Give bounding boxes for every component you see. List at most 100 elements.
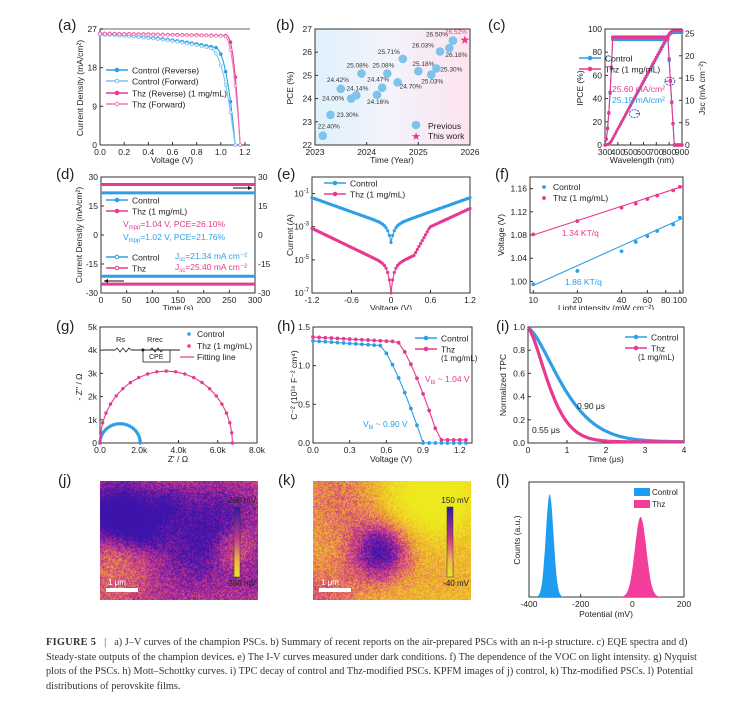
iv-point-0 — [468, 196, 472, 200]
panel-label-h: (h) — [277, 318, 296, 335]
voc-point-0 — [671, 222, 676, 227]
jsc-point-1 — [622, 115, 626, 119]
jsc-point-1 — [643, 77, 647, 81]
jv-point-3 — [209, 33, 213, 38]
jv-point-3 — [112, 32, 117, 36]
y-tick-label: 25 — [303, 70, 313, 80]
ms-point-1 — [421, 391, 425, 396]
panel-label-a: (a) — [58, 17, 77, 34]
jv-point-1 — [190, 42, 194, 47]
previous-point — [326, 110, 335, 120]
previous-point — [435, 47, 445, 56]
jv-point-0 — [228, 99, 233, 104]
nyquist-point-1 — [192, 375, 196, 380]
jsc-point-1 — [644, 74, 648, 78]
previous-point — [448, 36, 458, 45]
legend-h-0-marker — [423, 335, 429, 341]
x-tick-label: 1.0 — [215, 147, 227, 157]
y-tick-label: 30 — [89, 172, 99, 182]
x-tick-label: 1.2 — [239, 147, 250, 157]
scale-bar — [106, 588, 138, 592]
x-tick-label: 0.0 — [94, 445, 106, 455]
distribution-control — [530, 494, 569, 597]
jsc-point-1 — [680, 29, 684, 33]
legend-g-2-label: Fitting line — [197, 352, 236, 362]
caption-divider: | — [104, 637, 107, 648]
point-label: 24.16% — [367, 99, 389, 106]
legend-a-0-label: Control (Reverse) — [132, 66, 199, 76]
legend-e-0-label: Control — [350, 179, 378, 189]
jv-point-1 — [161, 37, 165, 42]
jv-point-0 — [219, 52, 223, 56]
jsc-point-1 — [616, 127, 620, 131]
iv-point-1 — [417, 244, 421, 249]
legend-a-0-marker — [114, 67, 120, 73]
legend-h-1-marker — [423, 346, 429, 352]
jsc-point-1 — [618, 122, 622, 126]
y-tick-label: 80 — [593, 47, 603, 57]
x-axis-label: Time (s) — [163, 303, 194, 310]
x-tick-label: 4.0k — [170, 445, 187, 455]
jv-point-1 — [223, 83, 228, 87]
integrated-jsc-control: 25.19 mA/cm² — [612, 95, 665, 105]
voc-point-0 — [619, 249, 624, 254]
ms-point-1 — [433, 426, 438, 431]
eqe-point-1 — [680, 143, 684, 147]
previous-point — [318, 131, 328, 141]
x-tick-label: 0.0 — [94, 147, 106, 157]
legend-c-1-marker — [587, 66, 593, 72]
jsc-point-1 — [633, 96, 637, 100]
jsc-point-1 — [653, 58, 657, 62]
ms-point-0 — [360, 342, 364, 347]
y-tick-label: 24 — [303, 94, 313, 104]
jsc-point-1 — [652, 60, 656, 64]
voc-light-intensity-chart: 10 20 40 60 80 100 1.00 1.04 1.08 1.12 1.16 Light i… — [496, 176, 687, 310]
jv-point-1 — [156, 37, 160, 41]
colorbar-min-label: -380 mV — [226, 579, 257, 588]
jv-point-3 — [175, 33, 180, 37]
x-tick-label: 2025 — [409, 147, 428, 157]
point-label: 26.18% — [445, 52, 467, 59]
kpfm-image-control — [100, 481, 258, 600]
y2-tick-label: 0 — [685, 140, 690, 150]
ms-point-0 — [457, 441, 462, 445]
legend-d2-1-marker — [114, 265, 120, 271]
ms-point-0 — [445, 441, 450, 445]
x-tick-label: 250 — [222, 295, 236, 305]
ms-point-1 — [360, 337, 364, 342]
jsc-point-1 — [665, 36, 669, 40]
ms-point-0 — [421, 441, 425, 445]
nyquist-point-1 — [207, 386, 212, 391]
jsc-point-1 — [624, 113, 628, 117]
kpfm-overlay-control: -260 mV -380 mV 1 μm — [106, 496, 257, 592]
ms-point-0 — [427, 441, 432, 445]
y-tick-label: 1.00 — [510, 276, 527, 286]
nyquist-point-1 — [104, 411, 108, 415]
x-tick-label: 800 — [662, 147, 676, 157]
x-tick-label: 60 — [643, 295, 653, 305]
x-tick-label: 0.6 — [380, 445, 392, 455]
ms-point-0 — [415, 423, 419, 428]
legend-d-1-marker — [114, 208, 120, 214]
jsc-point-1 — [640, 81, 644, 85]
x-tick-label: 0.9 — [417, 445, 429, 455]
nyquist-point-1 — [228, 421, 232, 425]
legend-i-0-label: Control — [651, 333, 679, 343]
thz-slope-label: 1.34 KT/q — [562, 228, 599, 238]
jv-point-3 — [204, 33, 209, 38]
x-tick-label: 1.2 — [454, 445, 466, 455]
y-tick-label: 9 — [92, 101, 97, 111]
y-tick-label: 1.5 — [298, 322, 310, 332]
previous-point — [357, 69, 366, 78]
ms-point-0 — [347, 341, 352, 346]
x-tick-label: 700 — [649, 147, 663, 157]
jv-point-3 — [136, 32, 141, 37]
legend-l-1-swatch — [634, 500, 650, 508]
nyquist-point-0 — [115, 422, 120, 426]
legend-g-0-label: Control — [197, 329, 225, 339]
ms-point-1 — [311, 335, 315, 339]
nyquist-point-1 — [98, 431, 103, 435]
y-tick-label: 0 — [93, 230, 98, 240]
jv-point-3 — [103, 32, 107, 36]
ms-point-1 — [408, 362, 413, 367]
